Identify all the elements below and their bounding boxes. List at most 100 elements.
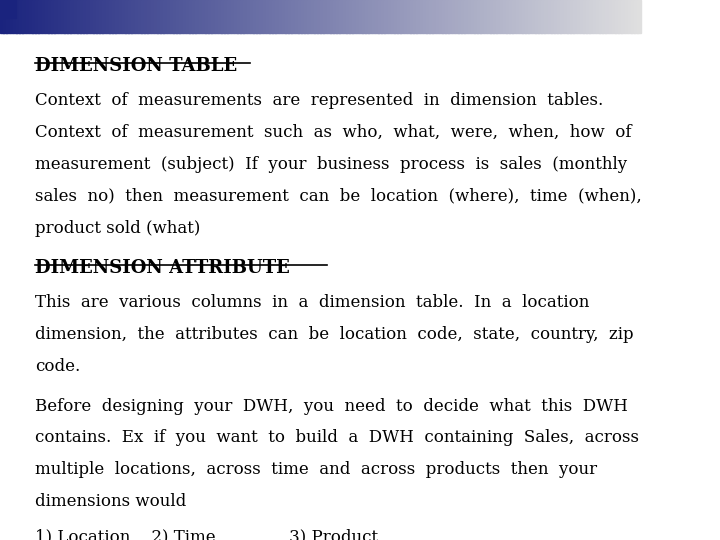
Bar (513, 0, 516, 33)
Bar (372, 0, 375, 33)
Bar (189, 0, 193, 33)
Bar (0, 0, 16, 18)
Bar (449, 0, 452, 33)
Bar (580, 0, 583, 33)
Bar (61, 0, 65, 33)
Bar (455, 0, 459, 33)
Bar (503, 0, 507, 33)
Bar (301, 0, 305, 33)
Bar (247, 0, 251, 33)
Bar (0, 0, 4, 33)
Bar (38, 0, 42, 33)
Bar (228, 0, 231, 33)
Bar (80, 0, 84, 33)
Bar (19, 0, 23, 33)
Bar (420, 0, 423, 33)
Bar (84, 0, 87, 33)
Bar (310, 0, 315, 33)
Bar (394, 0, 397, 33)
Bar (359, 0, 363, 33)
Bar (480, 0, 485, 33)
Bar (157, 0, 161, 33)
Bar (144, 0, 148, 33)
Bar (109, 0, 113, 33)
Bar (86, 0, 90, 33)
Bar (96, 0, 100, 33)
Bar (285, 0, 289, 33)
Bar (618, 0, 622, 33)
Bar (484, 0, 487, 33)
Bar (615, 0, 618, 33)
Bar (381, 0, 385, 33)
Bar (557, 0, 561, 33)
Bar (22, 0, 26, 33)
Bar (282, 0, 286, 33)
Bar (16, 0, 20, 33)
Bar (195, 0, 199, 33)
Bar (93, 0, 96, 33)
Bar (602, 0, 606, 33)
Bar (496, 0, 500, 33)
Bar (519, 0, 523, 33)
Bar (528, 0, 532, 33)
Bar (58, 0, 61, 33)
Text: code.: code. (35, 358, 81, 375)
Text: 1) Location    2) Time              3) Product: 1) Location 2) Time 3) Product (35, 528, 378, 540)
Bar (593, 0, 596, 33)
Bar (564, 0, 567, 33)
Bar (243, 0, 247, 33)
Bar (26, 0, 30, 33)
Bar (458, 0, 462, 33)
Bar (13, 0, 17, 33)
Bar (298, 0, 302, 33)
Bar (438, 0, 443, 33)
Bar (221, 0, 225, 33)
Bar (343, 0, 346, 33)
Bar (445, 0, 449, 33)
Bar (608, 0, 613, 33)
Bar (6, 0, 10, 33)
Bar (51, 0, 55, 33)
Bar (138, 0, 142, 33)
Bar (154, 0, 158, 33)
Bar (516, 0, 520, 33)
Bar (410, 0, 414, 33)
Bar (148, 0, 151, 33)
Bar (106, 0, 109, 33)
Bar (42, 0, 45, 33)
Bar (272, 0, 276, 33)
Bar (131, 0, 135, 33)
Bar (250, 0, 253, 33)
Bar (333, 0, 337, 33)
Bar (166, 0, 171, 33)
Text: Context  of  measurement  such  as  who,  what,  were,  when,  how  of: Context of measurement such as who, what… (35, 124, 631, 141)
Bar (369, 0, 372, 33)
Bar (99, 0, 103, 33)
Bar (349, 0, 353, 33)
Bar (90, 0, 94, 33)
Bar (305, 0, 308, 33)
Bar (141, 0, 145, 33)
Bar (340, 0, 343, 33)
Bar (374, 0, 379, 33)
Bar (526, 0, 529, 33)
Bar (176, 0, 180, 33)
Bar (346, 0, 350, 33)
Bar (256, 0, 260, 33)
Text: DIMENSION TABLE: DIMENSION TABLE (35, 57, 238, 76)
Bar (163, 0, 167, 33)
Bar (548, 0, 552, 33)
Bar (621, 0, 625, 33)
Bar (462, 0, 465, 33)
Bar (77, 0, 81, 33)
Bar (314, 0, 318, 33)
Bar (276, 0, 279, 33)
Bar (263, 0, 266, 33)
Bar (67, 0, 71, 33)
Bar (567, 0, 571, 33)
Bar (407, 0, 410, 33)
Bar (266, 0, 270, 33)
Bar (173, 0, 177, 33)
Bar (538, 0, 542, 33)
Bar (199, 0, 202, 33)
